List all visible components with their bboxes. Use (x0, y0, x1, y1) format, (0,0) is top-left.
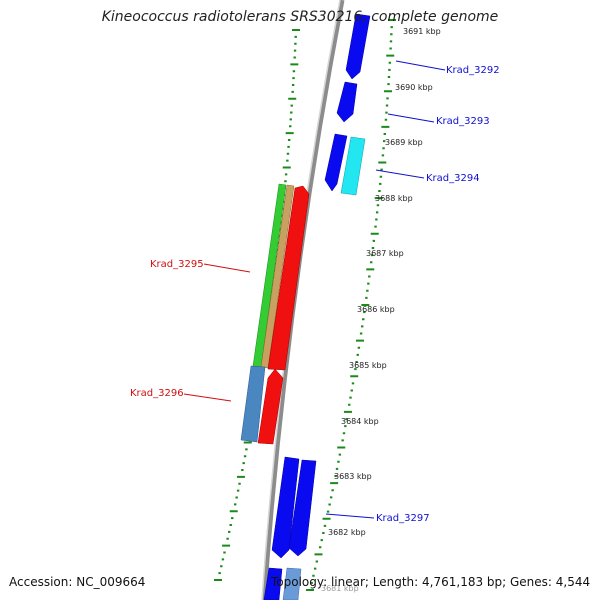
gene-arrow-krad-3297-b[interactable] (288, 459, 317, 557)
gene-arrow-krad-3292[interactable] (336, 81, 358, 123)
kbp-tick-label: 3685 kbp (349, 361, 387, 370)
gene-arrow-krad-3291[interactable] (345, 13, 371, 80)
kbp-tick-label: 3684 kbp (341, 417, 379, 426)
kbp-tick-label: 3686 kbp (357, 305, 395, 314)
gene-label-krad-3294[interactable]: Krad_3294 (426, 173, 480, 184)
gene-label-krad-3297[interactable]: Krad_3297 (376, 513, 430, 524)
gene-arrow-krad-3298-b[interactable] (282, 567, 302, 600)
gene-arrow-krad-3297-a[interactable] (271, 456, 300, 559)
gene-arrow-red-1[interactable] (267, 185, 310, 371)
kbp-tick-label: 3687 kbp (366, 249, 404, 258)
gene-label-krad-3295[interactable]: Krad_3295 (150, 259, 204, 270)
right-dotted-guide (306, 19, 396, 591)
gene-label-group-krad-3294: Krad_3294 (375, 169, 480, 184)
gene-label-group-krad-3293: Krad_3293 (387, 113, 490, 127)
kbp-tick-label: 3682 kbp (328, 528, 366, 537)
kbp-tick-label: 3689 kbp (385, 138, 423, 147)
gene-block-krad-3294[interactable] (340, 136, 366, 196)
kbp-scale: 3691 kbp 3690 kbp 3689 kbp 3688 kbp 3687… (321, 27, 441, 593)
gene-label-group-krad-3295: Krad_3295 (150, 259, 251, 273)
gene-label-group-krad-3292: Krad_3292 (395, 60, 500, 76)
gene-arrow-krad-3293[interactable] (324, 133, 348, 192)
gene-arrow-krad-3298-a[interactable] (263, 567, 283, 600)
gene-label-group-krad-3297: Krad_3297 (325, 513, 430, 524)
topology-text: Topology: linear; Length: 4,761,183 bp; … (271, 575, 591, 589)
accession-text: Accession: NC_009664 (9, 575, 146, 589)
gene-label-group-krad-3296: Krad_3296 (130, 388, 232, 402)
gene-block-krad-3296[interactable] (240, 365, 266, 443)
kbp-tick-label: 3691 kbp (403, 27, 441, 36)
kbp-tick-label: 3683 kbp (334, 472, 372, 481)
gene-label-krad-3292[interactable]: Krad_3292 (446, 65, 500, 76)
kbp-tick-label: 3688 kbp (375, 194, 413, 203)
gene-label-krad-3296[interactable]: Krad_3296 (130, 388, 184, 399)
genome-title: Kineococcus radiotolerans SRS30216, comp… (101, 9, 499, 25)
kbp-tick-label: 3681 kbp (321, 584, 359, 593)
kbp-tick-label: 3690 kbp (395, 83, 433, 92)
gene-label-krad-3293[interactable]: Krad_3293 (436, 116, 490, 127)
gene-arrow-red-2[interactable] (257, 368, 284, 445)
